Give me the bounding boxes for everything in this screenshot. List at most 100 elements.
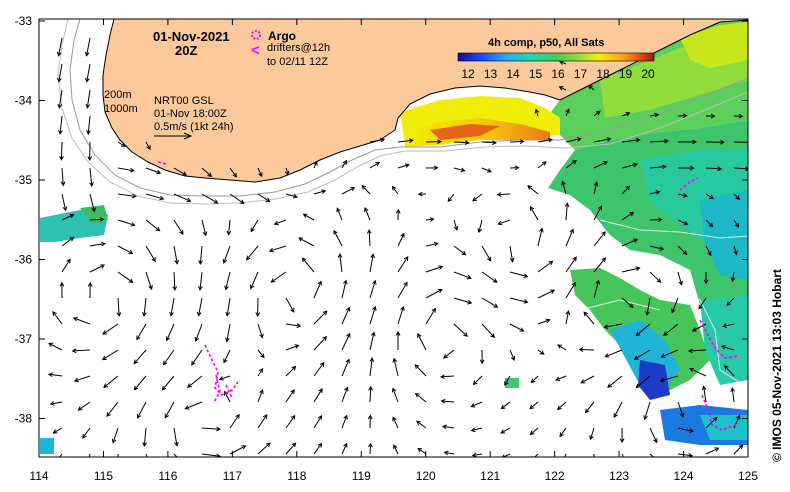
current-vector (397, 139, 413, 143)
current-vector-head (136, 413, 142, 419)
current-vector (53, 427, 63, 434)
current-vector (201, 193, 218, 204)
current-vector (621, 453, 624, 457)
current-vector-head (523, 299, 529, 304)
colorbar-tick-label: 14 (506, 67, 520, 81)
current-vector-head (534, 108, 540, 114)
current-vector-head (671, 308, 676, 314)
current-vector (509, 349, 515, 361)
current-vector (173, 427, 178, 446)
current-vector (502, 453, 511, 457)
current-vector-head (730, 277, 736, 283)
current-vector-head (265, 442, 271, 448)
current-vector (58, 89, 63, 108)
current-vector-head (184, 405, 190, 410)
current-vector-head (655, 190, 661, 195)
current-vector-head (683, 221, 689, 226)
current-vector-head (368, 385, 373, 391)
current-vector (228, 219, 231, 235)
current-vector (565, 109, 570, 117)
current-vector-head (431, 307, 436, 313)
current-vector (481, 141, 496, 144)
colorbar-title: 4h comp, p50, All Sats (488, 37, 604, 49)
current-vector (145, 141, 151, 150)
current-vector-head (656, 278, 662, 283)
current-vector (397, 233, 405, 247)
current-vector (102, 349, 119, 360)
current-vector-head (235, 413, 240, 419)
current-vector (117, 271, 133, 283)
current-vector (473, 375, 483, 385)
current-vector-head (218, 376, 224, 381)
current-vector-head (661, 164, 667, 170)
current-vector-head (714, 447, 720, 452)
current-vector (537, 139, 552, 143)
current-vector-head (437, 139, 443, 145)
current-vector (613, 401, 623, 418)
current-vector-head (738, 444, 744, 450)
current-vector-head (467, 299, 473, 305)
current-vector-head (472, 380, 478, 386)
current-vector-head (470, 427, 476, 433)
current-vector (145, 193, 164, 200)
sst-isotherm (579, 219, 748, 389)
current-vector (530, 206, 539, 221)
current-vector (61, 167, 64, 186)
colorbar-tick-label: 16 (551, 67, 565, 81)
current-vector (621, 267, 640, 273)
current-vector (257, 368, 264, 377)
current-vector (562, 181, 567, 195)
current-vector (73, 317, 91, 325)
current-vector-head (479, 359, 485, 365)
scale-label: 0.5m/s (1kt 24h) (154, 121, 233, 133)
current-vector (649, 191, 660, 195)
current-vector (698, 297, 707, 309)
current-vector (89, 264, 105, 273)
model-name: NRT00 GSL (154, 95, 214, 107)
current-vector (219, 375, 231, 380)
current-vector-head (624, 461, 627, 465)
current-vector (443, 349, 455, 359)
current-vector (257, 389, 264, 403)
current-vector (201, 427, 220, 430)
current-vector (336, 208, 343, 221)
current-vector (369, 443, 372, 455)
current-vector-head (99, 217, 105, 222)
current-vector (705, 447, 719, 455)
current-vector-head (682, 250, 688, 256)
current-vector (103, 375, 119, 388)
current-vector (285, 167, 289, 175)
current-vector-head (496, 192, 502, 197)
current-vector (313, 190, 326, 195)
current-vector (646, 297, 651, 315)
current-vector (440, 375, 455, 378)
current-vector-head (260, 353, 265, 359)
current-vector (48, 373, 63, 377)
current-vector (72, 349, 91, 352)
current-vector-head (165, 336, 171, 342)
current-vector-head (172, 286, 178, 292)
sst-patches (40, 20, 748, 454)
current-vector (117, 245, 133, 255)
current-vector (425, 289, 443, 299)
current-vector (166, 323, 175, 341)
current-vector-head (663, 331, 668, 336)
current-vector-head (58, 130, 63, 135)
current-vector-head (429, 217, 435, 222)
lon-tick-label: 118 (287, 469, 306, 483)
current-vector-head (191, 360, 196, 366)
current-vector-head (463, 332, 468, 337)
current-vector-head (89, 182, 94, 187)
current-vector (285, 344, 299, 351)
current-vector (471, 401, 483, 408)
current-vector-head (133, 385, 139, 391)
current-vector-head (501, 454, 505, 457)
current-vector (705, 193, 714, 199)
current-vector-head (322, 310, 328, 316)
current-vector-head (259, 389, 264, 395)
current-vector-head (136, 335, 141, 341)
current-vector (229, 193, 245, 204)
current-vector (86, 89, 91, 108)
current-vector-head (564, 202, 570, 208)
current-vector (621, 163, 638, 169)
